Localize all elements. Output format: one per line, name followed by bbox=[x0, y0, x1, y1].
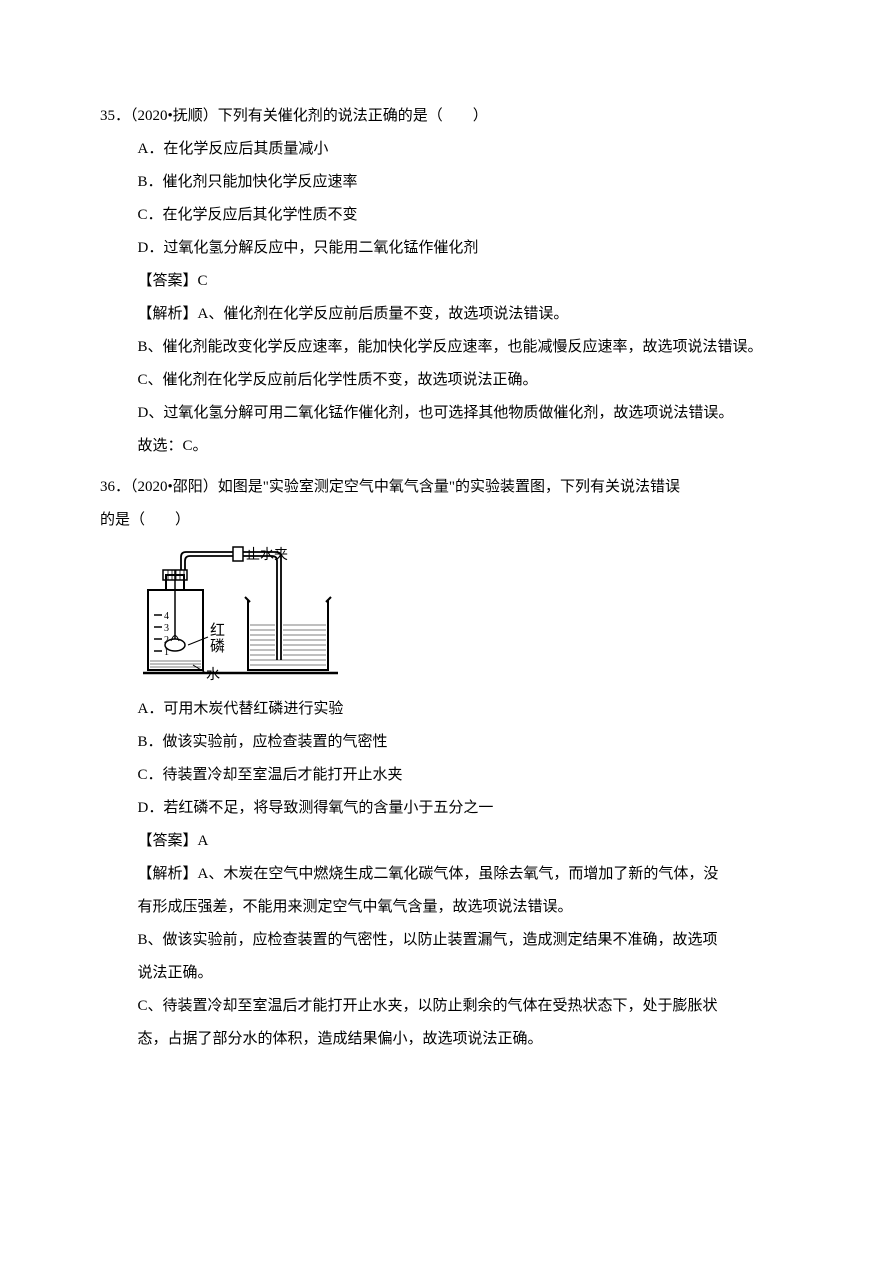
answer-label: 【答案】 bbox=[138, 273, 198, 289]
q36-option-B: B．做该实验前，应检查装置的气密性 bbox=[100, 726, 792, 759]
analysis-A1-text: A、木炭在空气中燃烧生成二氧化碳气体，虽除去氧气，而增加了新的气体，没 bbox=[198, 866, 719, 882]
clip-label: 止水夹 bbox=[246, 547, 288, 563]
apparatus-svg: 4 3 2 1 止水夹 bbox=[138, 545, 353, 685]
q35-option-A: A．在化学反应后其质量减小 bbox=[100, 133, 792, 166]
answer-value: C bbox=[198, 273, 208, 289]
q35-number: 35 bbox=[100, 108, 115, 124]
q35-analysis-D: D、过氧化氢分解可用二氧化锰作催化剂，也可选择其他物质做催化剂，故选项说法错误。 bbox=[100, 397, 792, 430]
question-36-stem-line2: 的是（ ） bbox=[100, 504, 792, 537]
q36-answer: 【答案】A bbox=[100, 825, 792, 858]
q35-stem-text: ．（2020•抚顺）下列有关催化剂的说法正确的是（ ） bbox=[115, 108, 488, 124]
answer-label: 【答案】 bbox=[138, 833, 198, 849]
analysis-label: 【解析】 bbox=[138, 866, 198, 882]
q36-option-A: A．可用木炭代替红磷进行实验 bbox=[100, 693, 792, 726]
answer-value: A bbox=[198, 833, 209, 849]
q36-number: 36 bbox=[100, 479, 115, 495]
water-label: 水 bbox=[206, 667, 220, 683]
q36-analysis-B1: B、做该实验前，应检查装置的气密性，以防止装置漏气，造成测定结果不准确，故选项 bbox=[100, 924, 792, 957]
question-35-stem: 35．（2020•抚顺）下列有关催化剂的说法正确的是（ ） bbox=[100, 100, 792, 133]
q35-answer: 【答案】C bbox=[100, 265, 792, 298]
q36-analysis-A2: 有形成压强差，不能用来测定空气中氧气含量，故选项说法错误。 bbox=[100, 891, 792, 924]
q35-conclusion: 故选：C。 bbox=[100, 430, 792, 463]
q36-analysis-C1: C、待装置冷却至室温后才能打开止水夹，以防止剩余的气体在受热状态下，处于膨胀状 bbox=[100, 990, 792, 1023]
grad-3: 3 bbox=[164, 623, 169, 634]
question-36-stem-line1: 36．（2020•邵阳）如图是"实验室测定空气中氧气含量"的实验装置图，下列有关… bbox=[100, 471, 792, 504]
analysis-A-text: A、催化剂在化学反应前后质量不变，故选项说法错误。 bbox=[198, 306, 569, 322]
q35-option-C: C．在化学反应后其化学性质不变 bbox=[100, 199, 792, 232]
q35-option-D: D．过氧化氢分解反应中，只能用二氧化锰作催化剂 bbox=[100, 232, 792, 265]
analysis-label: 【解析】 bbox=[138, 306, 198, 322]
q35-analysis-C: C、催化剂在化学反应前后化学性质不变，故选项说法正确。 bbox=[100, 364, 792, 397]
q35-option-B: B．催化剂只能加快化学反应速率 bbox=[100, 166, 792, 199]
q35-analysis-B: B、催化剂能改变化学反应速率，能加快化学反应速率，也能减慢反应速率，故选项说法错… bbox=[100, 331, 792, 364]
experiment-apparatus-figure: 4 3 2 1 止水夹 bbox=[100, 545, 792, 685]
grad-4: 4 bbox=[164, 611, 169, 622]
phosphorus-label-1: 红 bbox=[210, 622, 225, 639]
q36-analysis-C2: 态，占据了部分水的体积，造成结果偏小，故选项说法正确。 bbox=[100, 1023, 792, 1056]
q36-analysis-A1: 【解析】A、木炭在空气中燃烧生成二氧化碳气体，虽除去氧气，而增加了新的气体，没 bbox=[100, 858, 792, 891]
q36-option-D: D．若红磷不足，将导致测得氧气的含量小于五分之一 bbox=[100, 792, 792, 825]
q36-option-C: C．待装置冷却至室温后才能打开止水夹 bbox=[100, 759, 792, 792]
q36-analysis-B2: 说法正确。 bbox=[100, 957, 792, 990]
q36-stem1: ．（2020•邵阳）如图是"实验室测定空气中氧气含量"的实验装置图，下列有关说法… bbox=[115, 479, 680, 495]
q35-analysis-A: 【解析】A、催化剂在化学反应前后质量不变，故选项说法错误。 bbox=[100, 298, 792, 331]
phosphorus-label-2: 磷 bbox=[210, 638, 225, 655]
